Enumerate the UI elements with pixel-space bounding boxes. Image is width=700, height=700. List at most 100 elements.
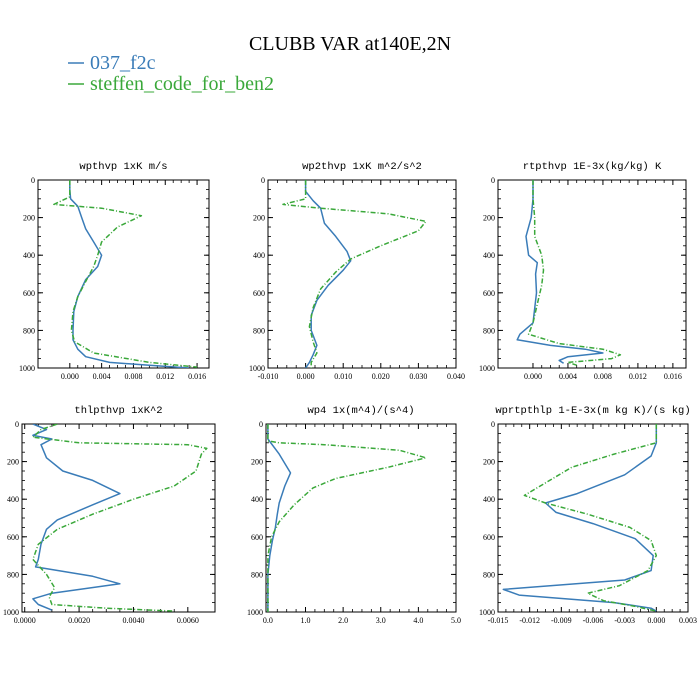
- series-line-steffen: [527, 180, 622, 366]
- y-tick-label: 400: [23, 251, 35, 260]
- x-tick-label: -0.006: [583, 616, 604, 625]
- y-tick-label: 0: [15, 420, 19, 429]
- x-tick-label: 0.003: [679, 616, 697, 625]
- panel-frame: [497, 423, 689, 613]
- y-tick-label: 0: [31, 176, 35, 185]
- y-tick-label: 600: [7, 533, 19, 542]
- x-tick-label: 0.008: [124, 372, 142, 381]
- y-tick-label: 200: [483, 214, 495, 223]
- x-tick-label: -0.012: [519, 616, 540, 625]
- x-tick-label: 0.000: [524, 372, 542, 381]
- x-tick-label: 0.000: [61, 372, 79, 381]
- y-tick-label: 1000: [19, 364, 35, 373]
- y-tick-label: 600: [251, 533, 263, 542]
- series-line-037-f2c: [32, 424, 121, 611]
- y-tick-label: 400: [483, 495, 495, 504]
- y-tick-label: 1000: [3, 608, 19, 617]
- x-tick-label: 0.0: [263, 616, 273, 625]
- panel-title: wp4 1x(m^4)/(s^4): [307, 405, 414, 417]
- panel-title: thlpthvp 1xK^2: [74, 405, 162, 417]
- y-tick-label: 600: [483, 289, 495, 298]
- legend-label-037-f2c: 037_f2c: [90, 52, 156, 74]
- x-tick-label: 1.0: [301, 616, 311, 625]
- series-line-steffen: [267, 424, 427, 612]
- x-tick-label: 0.000: [647, 616, 665, 625]
- series-line-037-f2c: [516, 180, 604, 364]
- panel-frame: [497, 179, 687, 369]
- y-tick-label: 600: [483, 533, 495, 542]
- x-tick-label: 0.010: [334, 372, 352, 381]
- y-tick-label: 400: [253, 251, 265, 260]
- x-tick-label: 0.040: [447, 372, 465, 381]
- series-group: [32, 424, 208, 612]
- y-tick-label: 200: [253, 214, 265, 223]
- x-tick-label: 0.012: [156, 372, 174, 381]
- y-tick-label: 0: [491, 176, 495, 185]
- y-tick-label: 200: [251, 458, 263, 467]
- x-tick-label: -0.009: [551, 616, 572, 625]
- series-group: [267, 424, 427, 612]
- x-tick-label: 0.012: [629, 372, 647, 381]
- y-tick-label: 400: [7, 495, 19, 504]
- x-tick-label: 0.020: [372, 372, 390, 381]
- y-tick-label: 0: [259, 420, 263, 429]
- x-tick-label: 0.016: [188, 372, 206, 381]
- x-tick-label: 0.008: [594, 372, 612, 381]
- series-line-037-f2c: [502, 424, 658, 612]
- panel-title: wpthvp 1xK m/s: [79, 161, 167, 173]
- x-tick-label: -0.015: [488, 616, 509, 625]
- y-tick-label: 800: [23, 326, 35, 335]
- series-line-steffen: [32, 424, 208, 612]
- series-group: [282, 180, 427, 368]
- y-tick-label: 1000: [249, 364, 265, 373]
- y-tick-label: 0: [261, 176, 265, 185]
- panel-6: wprtpthlp 1-E-3x(m kg K)/(s kg)0 200 400 60…: [479, 405, 697, 625]
- x-tick-label: 0.0060: [177, 616, 199, 625]
- y-tick-label: 800: [483, 326, 495, 335]
- panel-frame: [265, 423, 457, 613]
- y-tick-label: 200: [23, 214, 35, 223]
- series-group: [53, 180, 198, 368]
- panel-3: rtpthvp 1E-3x(kg/kg) K 0 200 400 600 800 1000 0…: [479, 161, 687, 381]
- figure-title: CLUBB VAR at140E,2N: [249, 33, 451, 55]
- x-tick-label: 3.0: [376, 616, 386, 625]
- y-tick-label: 200: [7, 458, 19, 467]
- panel-1: wpthvp 1xK m/s 0 200 400 600 800 1000 0.000 0.00…: [19, 161, 210, 381]
- x-tick-label: 4.0: [413, 616, 423, 625]
- x-tick-label: 0.0040: [122, 616, 144, 625]
- y-tick-label: 600: [253, 289, 265, 298]
- series-line-steffen: [53, 180, 198, 368]
- y-tick-label: 800: [483, 570, 495, 579]
- panel-frame: [267, 179, 457, 369]
- panel-2: wp2thvp 1xK m^2/s^2 0 200 400 600 800 1000-0.0…: [249, 161, 465, 381]
- panel-frame: [37, 179, 210, 369]
- x-tick-label: -0.003: [614, 616, 635, 625]
- x-tick-label: 2.0: [338, 616, 348, 625]
- x-tick-label: -0.010: [258, 372, 279, 381]
- x-tick-label: 0.0000: [14, 616, 36, 625]
- y-tick-label: 800: [251, 570, 263, 579]
- panel-title: wprtpthlp 1-E-3x(m kg K)/(s kg): [495, 405, 690, 417]
- legend-label-steffen: steffen_code_for_ben2: [90, 73, 274, 95]
- x-tick-label: 0.004: [559, 372, 577, 381]
- y-tick-label: 800: [253, 326, 265, 335]
- y-tick-label: 1000: [479, 364, 495, 373]
- series-line-037-f2c: [69, 180, 190, 368]
- series-line-037-f2c: [304, 180, 352, 368]
- x-tick-label: 5.0: [451, 616, 461, 625]
- y-tick-label: 400: [483, 251, 495, 260]
- y-tick-label: 1000: [479, 608, 495, 617]
- series-group: [516, 180, 622, 366]
- y-tick-label: 800: [7, 570, 19, 579]
- series-line-037-f2c: [267, 424, 292, 612]
- x-tick-label: 0.030: [409, 372, 427, 381]
- x-tick-label: 0.0020: [68, 616, 90, 625]
- y-tick-label: 0: [491, 420, 495, 429]
- panel-title: wp2thvp 1xK m^2/s^2: [302, 161, 422, 173]
- panel-title: rtpthvp 1E-3x(kg/kg) K: [523, 161, 662, 173]
- legend: 037_f2c steffen_code_for_ben2: [68, 52, 274, 95]
